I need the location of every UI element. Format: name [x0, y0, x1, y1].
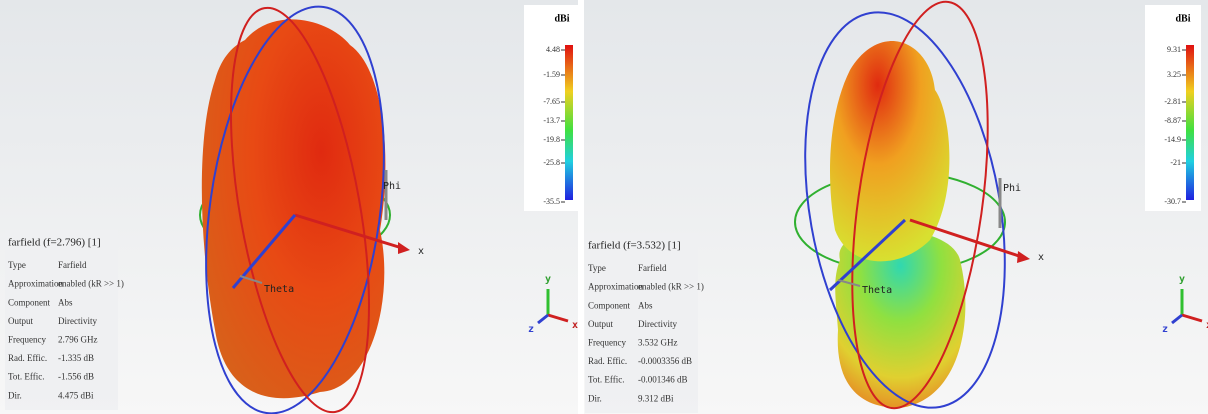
info-label: Tot. Effic. — [588, 375, 624, 385]
info-value: enabled (kR >> 1) — [58, 279, 124, 289]
info-value: Abs — [58, 297, 73, 307]
phi-label: Phi — [383, 181, 401, 192]
info-label: Output — [588, 319, 614, 329]
colorbar-tick-label: -8.87 — [1164, 116, 1181, 125]
info-box: farfield (f=2.796) [1] Type Farfield Approx… — [5, 230, 124, 410]
theta-label: Theta — [264, 284, 294, 295]
info-label: Rad. Effic. — [588, 356, 627, 366]
info-label: Type — [588, 263, 606, 273]
colorbar-tick-label: -25.8 — [543, 158, 560, 167]
info-value: Farfield — [58, 260, 87, 270]
colorbar — [1186, 45, 1194, 200]
info-label: Frequency — [588, 337, 626, 347]
triad-y-label: y — [545, 274, 551, 285]
info-value: enabled (kR >> 1) — [638, 282, 704, 292]
info-label: Component — [8, 297, 50, 307]
info-title: farfield (f=3.532) [1] — [588, 240, 681, 252]
info-label: Approximation — [588, 282, 643, 292]
colorbar — [565, 45, 573, 200]
colorbar-unit: dBi — [1175, 13, 1190, 24]
colorbar-tick-label: 4.48 — [546, 45, 560, 54]
colorbar-tick-label: -21 — [1170, 158, 1181, 167]
info-box: farfield (f=3.532) [1] Type Farfield Approx… — [585, 233, 704, 413]
phi-label: Phi — [1003, 183, 1021, 194]
x-axis-label: x — [418, 246, 424, 257]
info-label: Tot. Effic. — [8, 372, 44, 382]
triad-y-label: y — [1179, 274, 1185, 285]
info-value: -1.556 dB — [58, 372, 94, 382]
colorbar-unit: dBi — [554, 13, 569, 24]
info-label: Frequency — [8, 334, 46, 344]
colorbar-tick-label: -19.8 — [543, 135, 560, 144]
divider — [578, 0, 584, 414]
colorbar-tick-label: -7.65 — [543, 97, 560, 106]
triad-x — [547, 313, 569, 323]
colorbar-tick-label: -1.59 — [543, 70, 560, 79]
info-value: 4.475 dBi — [58, 390, 94, 400]
info-value: Directivity — [58, 316, 97, 326]
info-value: Abs — [638, 300, 653, 310]
info-title: farfield (f=2.796) [1] — [8, 237, 101, 249]
info-value: -0.001346 dB — [638, 375, 688, 385]
info-value: 2.796 GHz — [58, 334, 98, 344]
info-label: Dir. — [8, 390, 22, 400]
triad-x-label: x — [572, 320, 578, 331]
info-value: -0.0003356 dB — [638, 356, 692, 366]
triad-z-label: z — [528, 324, 534, 335]
theta-label: Theta — [862, 285, 892, 296]
x-axis-label: x — [1038, 252, 1044, 263]
info-label: Approximation — [8, 279, 63, 289]
triad-x — [1181, 313, 1203, 323]
info-label: Component — [588, 300, 630, 310]
colorbar-tick-label: -13.7 — [543, 116, 560, 125]
info-label: Dir. — [588, 393, 602, 403]
info-value: Directivity — [638, 319, 677, 329]
colorbar-tick-label: -30.7 — [1164, 197, 1181, 206]
colorbar-tick-label: 9.31 — [1167, 45, 1181, 54]
info-background — [5, 230, 118, 410]
triad-x-label: x — [1206, 320, 1208, 331]
colorbar-tick-label: -14.9 — [1164, 135, 1181, 144]
colorbar-tick-label: -35.5 — [543, 197, 560, 206]
triad-z-label: z — [1162, 324, 1168, 335]
info-value: 3.532 GHz — [638, 337, 678, 347]
pattern-left — [199, 5, 410, 414]
colorbar-tick-label: 3.25 — [1167, 70, 1181, 79]
info-label: Output — [8, 316, 34, 326]
info-value: Farfield — [638, 263, 667, 273]
triad-z — [537, 313, 549, 325]
info-label: Type — [8, 260, 26, 270]
info-value: -1.335 dB — [58, 353, 94, 363]
pattern-right — [794, 0, 1030, 410]
colorbar-tick-label: -2.81 — [1164, 97, 1181, 106]
triad-z — [1171, 313, 1183, 325]
info-background — [585, 233, 698, 413]
info-value: 9.312 dBi — [638, 393, 674, 403]
info-label: Rad. Effic. — [8, 353, 47, 363]
